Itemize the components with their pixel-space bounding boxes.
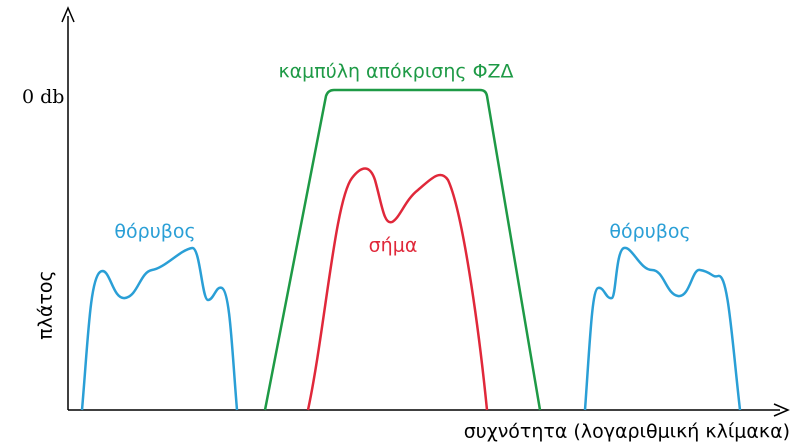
filter-label: καμπύλη απόκρισης ΦΖΔ	[278, 61, 513, 83]
signal-curve	[306, 167, 489, 411]
level-label: 0 db	[22, 86, 64, 108]
noise-curve	[80, 246, 239, 411]
filter-curve	[263, 88, 542, 411]
x-axis-arrow	[773, 403, 790, 417]
signal-label: σήμα	[369, 235, 418, 257]
y-axis-label: πλάτος	[35, 270, 57, 339]
noise-label: θόρυβος	[609, 221, 690, 243]
x-axis-label: συχνότητα (λογαριθμική κλίμακα)	[464, 421, 790, 443]
noise-curve	[583, 246, 742, 411]
noise-label: θόρυβος	[114, 221, 195, 243]
y-axis-arrow	[61, 6, 75, 23]
